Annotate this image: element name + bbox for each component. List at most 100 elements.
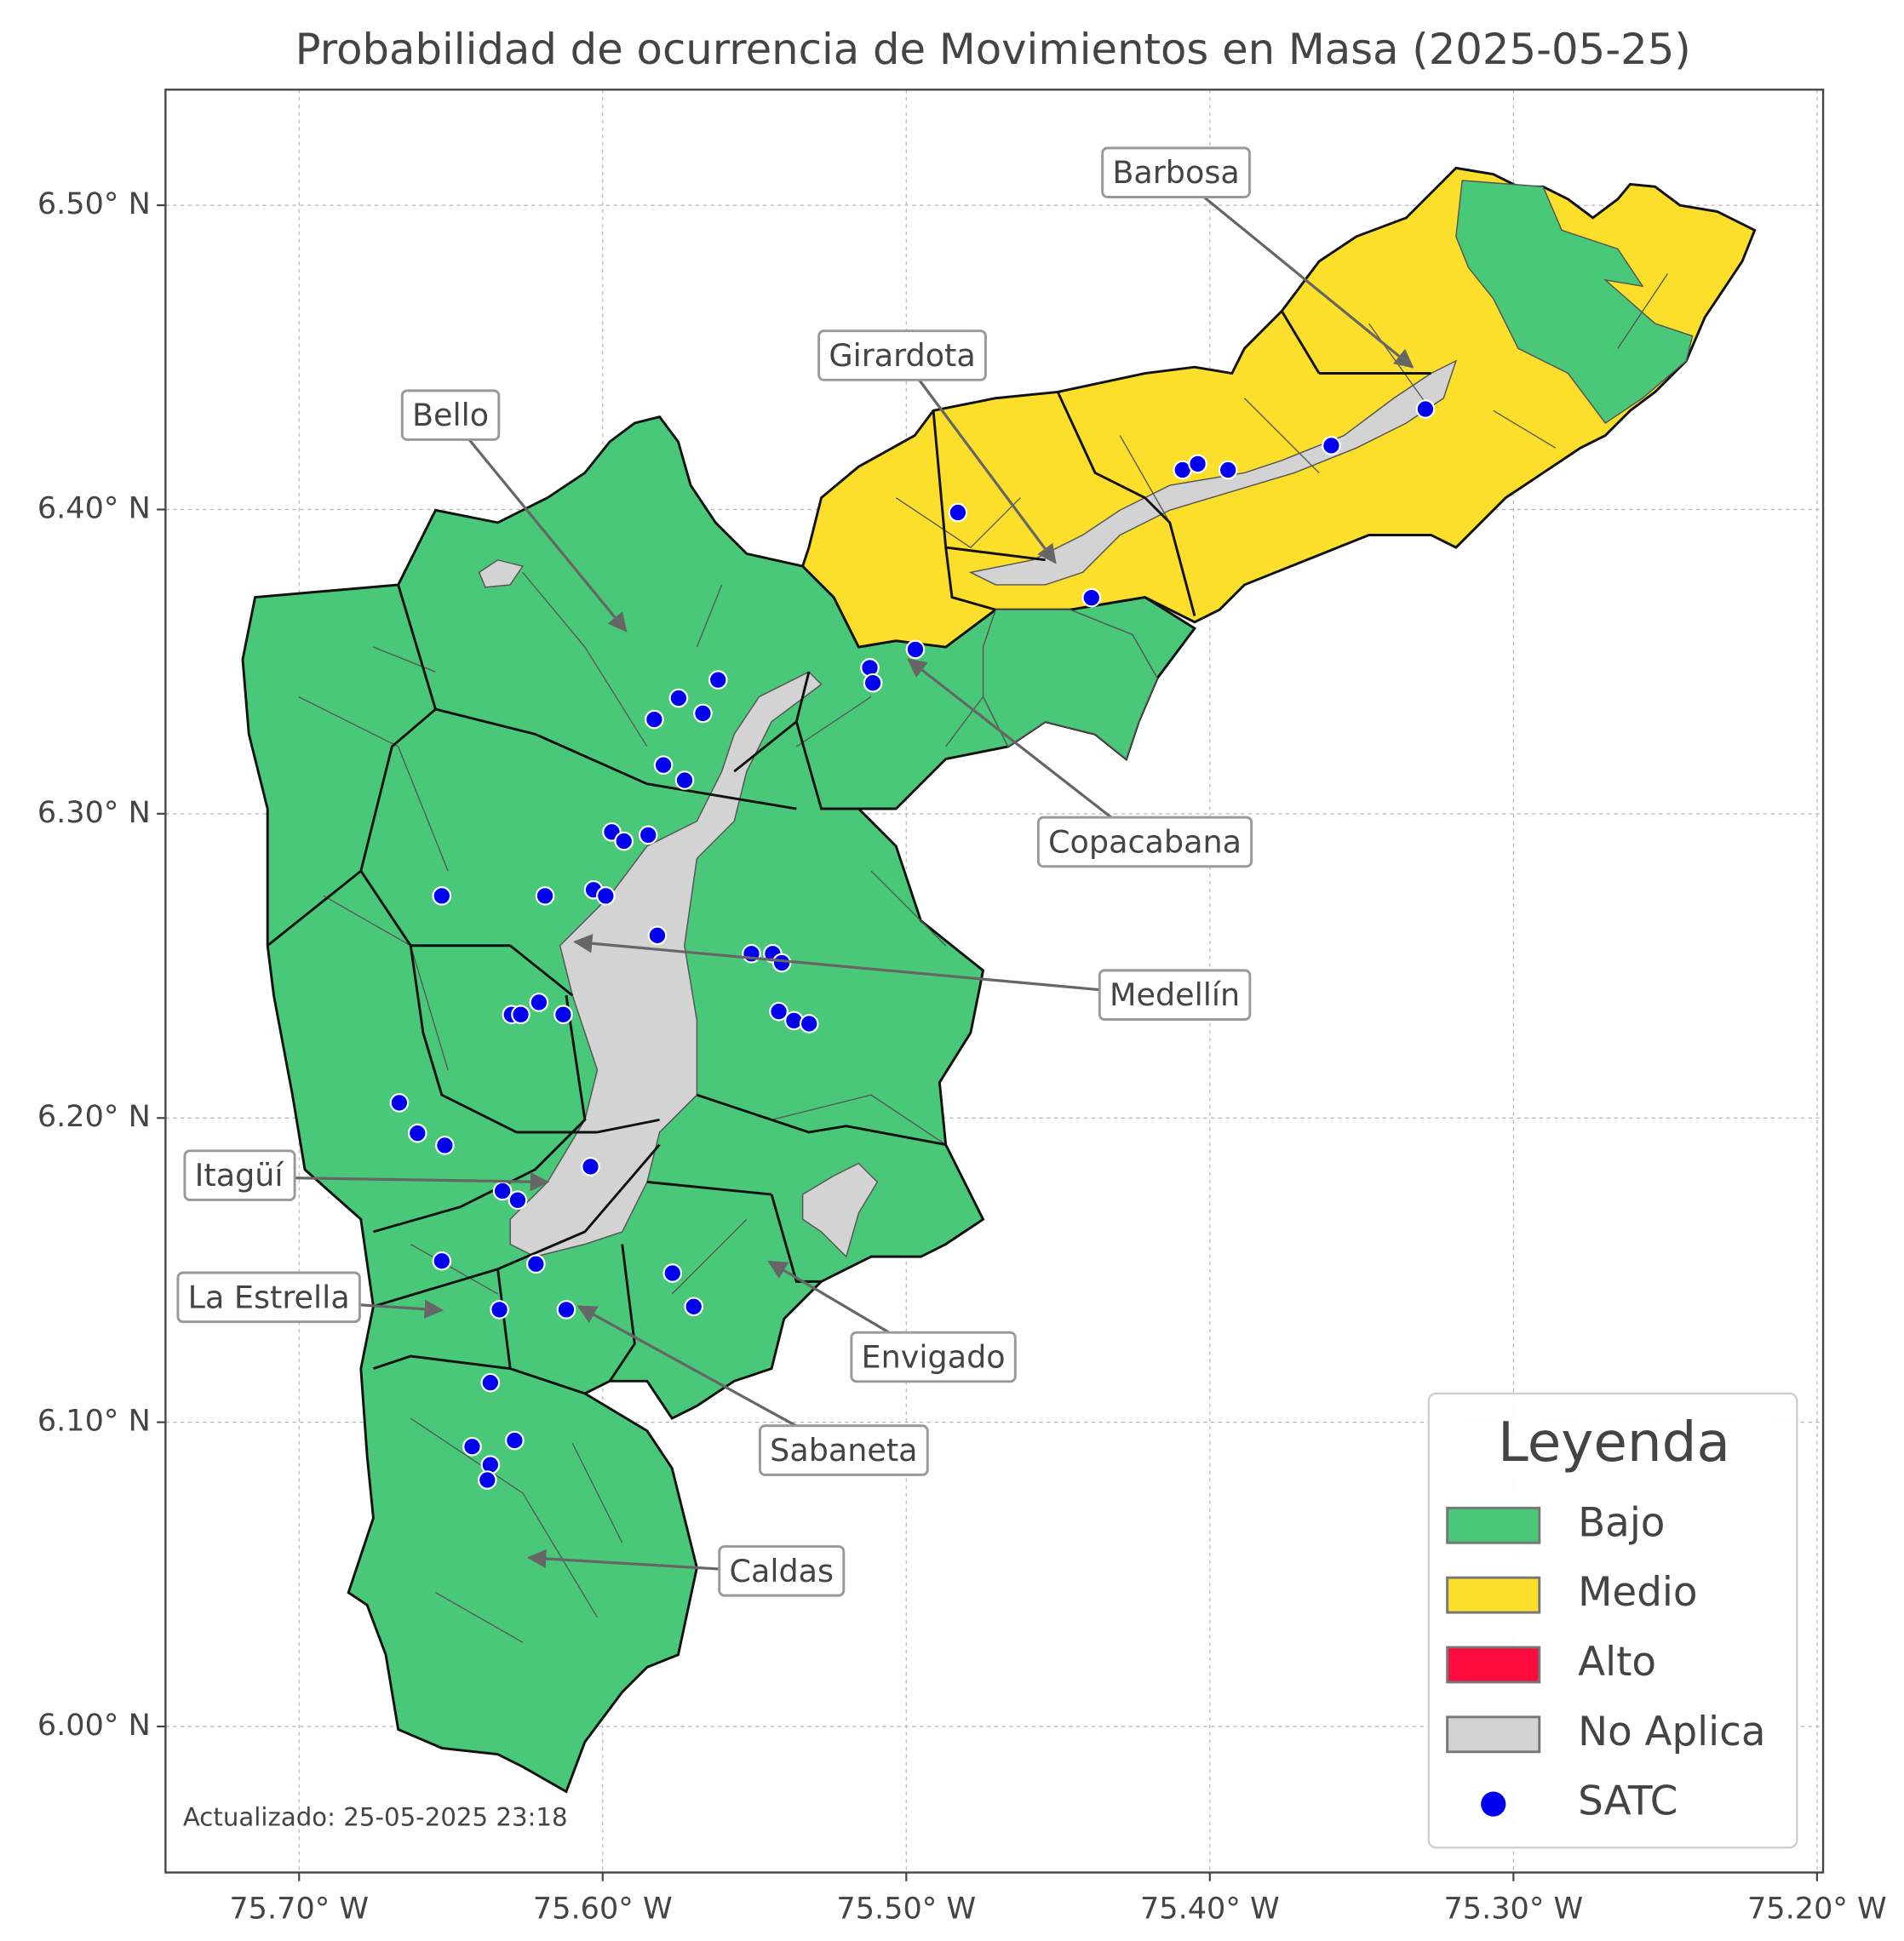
annotation-box	[718, 1545, 846, 1597]
legend-label: No Aplica	[1578, 1709, 1765, 1755]
footnote: Actualizado: 25-05-2025 23:18	[183, 1803, 568, 1832]
satc-point	[553, 1005, 573, 1025]
annotation-box	[758, 1424, 929, 1476]
satc-point	[508, 1190, 528, 1211]
annotation-arrow	[449, 415, 628, 633]
legend-label: Bajo	[1578, 1500, 1665, 1546]
y-tick-label: 6.10° N	[37, 1404, 151, 1439]
annotation-box	[850, 1331, 1017, 1383]
satc-point	[526, 1254, 546, 1274]
annotation-label: Envigado	[862, 1338, 1006, 1375]
subdivision-lines	[298, 273, 1668, 1643]
legend-label: Medio	[1578, 1570, 1697, 1616]
annotation-box	[400, 389, 501, 441]
y-tick-label: 6.50° N	[37, 186, 151, 221]
satc-point	[596, 886, 616, 906]
map-title: Probabilidad de ocurrencia de Movimiento…	[295, 25, 1691, 74]
annotation-box	[183, 1149, 296, 1201]
satc-point	[432, 1251, 452, 1271]
satc-point	[645, 709, 664, 730]
x-tick-label: 75.40° W	[1140, 1891, 1280, 1926]
legend-swatch	[1446, 1715, 1541, 1754]
satc-point	[799, 1014, 819, 1033]
satc-point	[863, 673, 883, 693]
satc-point	[511, 1005, 530, 1025]
satc-point	[556, 1300, 576, 1320]
legend-swatch	[1446, 1576, 1541, 1614]
satc-point	[614, 831, 634, 851]
legend-title: Leyenda	[1498, 1411, 1730, 1474]
region-low-northeast	[1455, 180, 1694, 424]
annotation-arrow	[907, 658, 1146, 845]
region-na-medellin	[509, 671, 823, 1257]
satc-point	[529, 993, 549, 1012]
x-tick-label: 75.50° W	[836, 1891, 976, 1926]
satc-point	[708, 670, 728, 690]
municipal-boundaries	[267, 310, 1431, 1395]
annotation-label: Bello	[412, 397, 489, 433]
annotation-label: Girardota	[829, 337, 975, 374]
annotation-label: Copacabana	[1048, 823, 1242, 860]
y-tick-label: 6.30° N	[37, 795, 151, 830]
satc-point	[693, 703, 713, 724]
annotation-label: Barbosa	[1112, 154, 1239, 191]
satc-point	[638, 825, 658, 845]
satc-point	[674, 770, 695, 790]
satc-point	[1081, 587, 1102, 608]
satc-point	[432, 886, 452, 906]
satc-point	[581, 1157, 600, 1177]
satc-point	[462, 1436, 482, 1457]
satc-point	[435, 1136, 455, 1155]
y-tick-label: 6.40° N	[37, 490, 151, 525]
annotation-arrow	[1175, 173, 1414, 369]
satc-point	[505, 1430, 525, 1451]
satc-point	[662, 1263, 683, 1283]
satc-point	[490, 1300, 509, 1320]
annotation-label: Caldas	[729, 1553, 834, 1589]
annotation-arrow	[572, 934, 1175, 999]
legend-marker	[1481, 1791, 1506, 1817]
satc-point	[647, 925, 668, 946]
satc-point	[668, 688, 689, 708]
satc-point	[948, 502, 968, 523]
x-tick-label: 75.30° W	[1443, 1891, 1583, 1926]
annotation-label: Sabaneta	[770, 1432, 917, 1469]
legend-swatch	[1446, 1506, 1541, 1544]
annotation-box	[176, 1271, 361, 1324]
annotation-box	[1098, 969, 1252, 1021]
satc-point	[684, 1297, 704, 1317]
annotation-label: Itagüí	[195, 1157, 285, 1194]
region-low-copacabana	[982, 609, 1158, 760]
satc-point	[477, 1470, 497, 1490]
legend-label: SATC	[1578, 1779, 1677, 1825]
region-na-patch	[478, 558, 879, 1258]
x-tick-label: 75.60° W	[533, 1891, 673, 1926]
satc-point	[1415, 399, 1436, 419]
y-tick-label: 6.00° N	[37, 1708, 151, 1743]
satc-point	[535, 886, 555, 906]
annotation-label: La Estrella	[188, 1279, 350, 1315]
annotation-label: Medellín	[1110, 976, 1240, 1013]
satc-point	[389, 1093, 410, 1113]
annotation-box	[1036, 816, 1253, 868]
satc-point	[407, 1123, 427, 1143]
legend-swatch	[1446, 1646, 1541, 1684]
legend-label: Alto	[1578, 1640, 1656, 1686]
satc-point	[480, 1372, 501, 1393]
y-tick-label: 6.20° N	[37, 1099, 151, 1134]
annotation-box	[817, 329, 987, 381]
satc-point	[1188, 454, 1207, 474]
satc-point	[905, 639, 926, 660]
x-tick-label: 75.70° W	[229, 1891, 369, 1926]
satc-point	[653, 755, 674, 776]
satc-point	[1322, 436, 1341, 455]
satc-point	[771, 953, 792, 973]
axes-frame	[164, 89, 1825, 1874]
annotation-box	[1101, 146, 1251, 198]
x-tick-label: 75.20° W	[1747, 1891, 1887, 1926]
legend: Leyenda Bajo Medio Alto No Aplica SATC	[1427, 1392, 1798, 1849]
satc-point	[1218, 460, 1238, 480]
annotation-arrow	[901, 356, 1057, 564]
satc-point	[769, 1001, 789, 1022]
